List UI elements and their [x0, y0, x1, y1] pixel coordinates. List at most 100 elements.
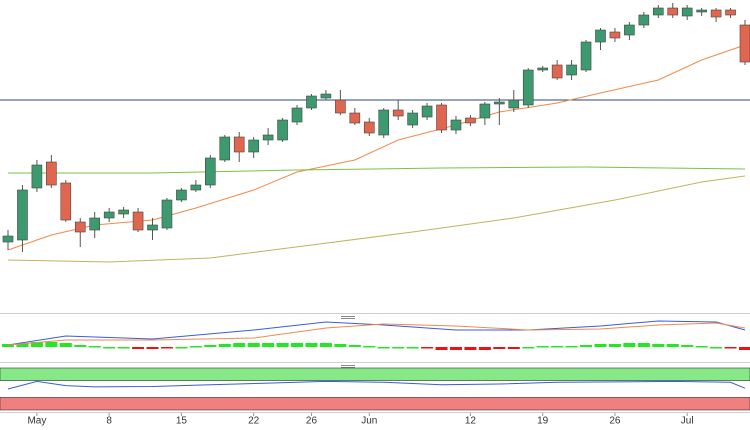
macd-bar [218, 344, 231, 347]
macd-bar [710, 347, 723, 349]
candle-body [205, 157, 216, 186]
candle-body [176, 189, 187, 201]
candle-body [725, 9, 736, 16]
macd-bar [348, 345, 361, 347]
candle-body [103, 211, 115, 219]
macd-bar [536, 346, 549, 348]
macd-bar [392, 347, 405, 349]
rsi-band [0, 397, 750, 411]
x-tick-label: May [27, 416, 46, 427]
candle-body [392, 109, 404, 117]
x-tick-label: Jun [361, 416, 377, 427]
macd-bar [666, 344, 679, 347]
macd-bar [493, 347, 506, 349]
candle-body [624, 24, 635, 36]
macd-bar [594, 344, 607, 347]
candle-body [89, 217, 101, 231]
candle-body [219, 136, 231, 161]
macd-bar [88, 346, 101, 348]
x-tick-label: 19 [537, 416, 549, 427]
candle-body [349, 112, 361, 124]
candle-body [580, 41, 592, 71]
candle-body [161, 199, 173, 229]
candle-body [335, 99, 346, 114]
candle-body [233, 136, 245, 153]
macd-line [7, 322, 746, 346]
candle-body [262, 134, 274, 141]
candle-body [595, 29, 606, 43]
macd-bar [695, 346, 708, 348]
candle-body [681, 7, 693, 17]
candle-body [2, 235, 14, 243]
macd-bar [276, 343, 289, 347]
x-tick-label: 26 [609, 416, 621, 427]
macd-bar [580, 345, 593, 347]
macd-bar [551, 346, 564, 348]
candle-body [132, 211, 144, 231]
candle-body [147, 224, 158, 231]
macd-bar [233, 343, 246, 347]
candle-body [291, 107, 303, 123]
macd-bar [608, 344, 621, 347]
macd-bar [103, 347, 116, 349]
macd-bar [305, 343, 318, 347]
candle-body [494, 101, 505, 105]
candle-body [508, 99, 520, 109]
candle-body [450, 119, 462, 131]
macd-bar [262, 343, 275, 347]
candle-body [407, 112, 418, 126]
macd-bar [623, 343, 636, 347]
macd-bar [146, 347, 159, 349]
macd-bar [377, 347, 390, 349]
candle-body [378, 109, 390, 136]
macd-bar [291, 343, 304, 347]
candle-body [31, 164, 43, 189]
macd-bar [2, 344, 14, 347]
x-tick-label: 22 [248, 416, 260, 427]
candle-body [363, 121, 375, 134]
candle-body [465, 117, 476, 124]
macd-bar [522, 347, 535, 349]
rsi-line [7, 380, 746, 390]
candle-body [248, 139, 259, 153]
macd-bar [30, 342, 43, 347]
macd-bar [16, 343, 29, 347]
x-tick-label: 12 [465, 416, 477, 427]
moving-average [7, 44, 746, 251]
candle-body [320, 93, 332, 99]
candle-body [566, 64, 577, 76]
macd-bar [637, 343, 650, 347]
candle-body [436, 104, 447, 131]
candle-body [667, 7, 679, 16]
x-tick-label: 15 [176, 416, 188, 427]
macd-bar [117, 347, 130, 349]
candle-body [537, 67, 548, 71]
macd-bar [724, 347, 737, 349]
rsi-band [0, 367, 750, 381]
candle-body [190, 184, 202, 191]
macd-line [7, 320, 746, 346]
candle-body [17, 189, 28, 241]
macd-bar [449, 347, 462, 350]
candle-body [739, 24, 750, 63]
macd-bar [175, 347, 188, 349]
candle-body [46, 161, 57, 186]
macd-bar [160, 347, 173, 349]
macd-bar [59, 343, 72, 347]
candle-body [277, 119, 288, 141]
macd-bar [319, 343, 332, 347]
macd-bar [435, 347, 448, 350]
macd-bar [363, 346, 376, 348]
candle-body [609, 31, 621, 39]
macd-bar [421, 347, 434, 349]
macd-bar [739, 347, 750, 350]
macd-bar [681, 345, 694, 347]
candle-body [421, 105, 433, 118]
panel-handle[interactable] [341, 365, 355, 368]
candle-body [652, 7, 664, 16]
panel-handle[interactable] [341, 316, 355, 319]
candle-body [522, 69, 534, 106]
moving-average [7, 175, 746, 263]
